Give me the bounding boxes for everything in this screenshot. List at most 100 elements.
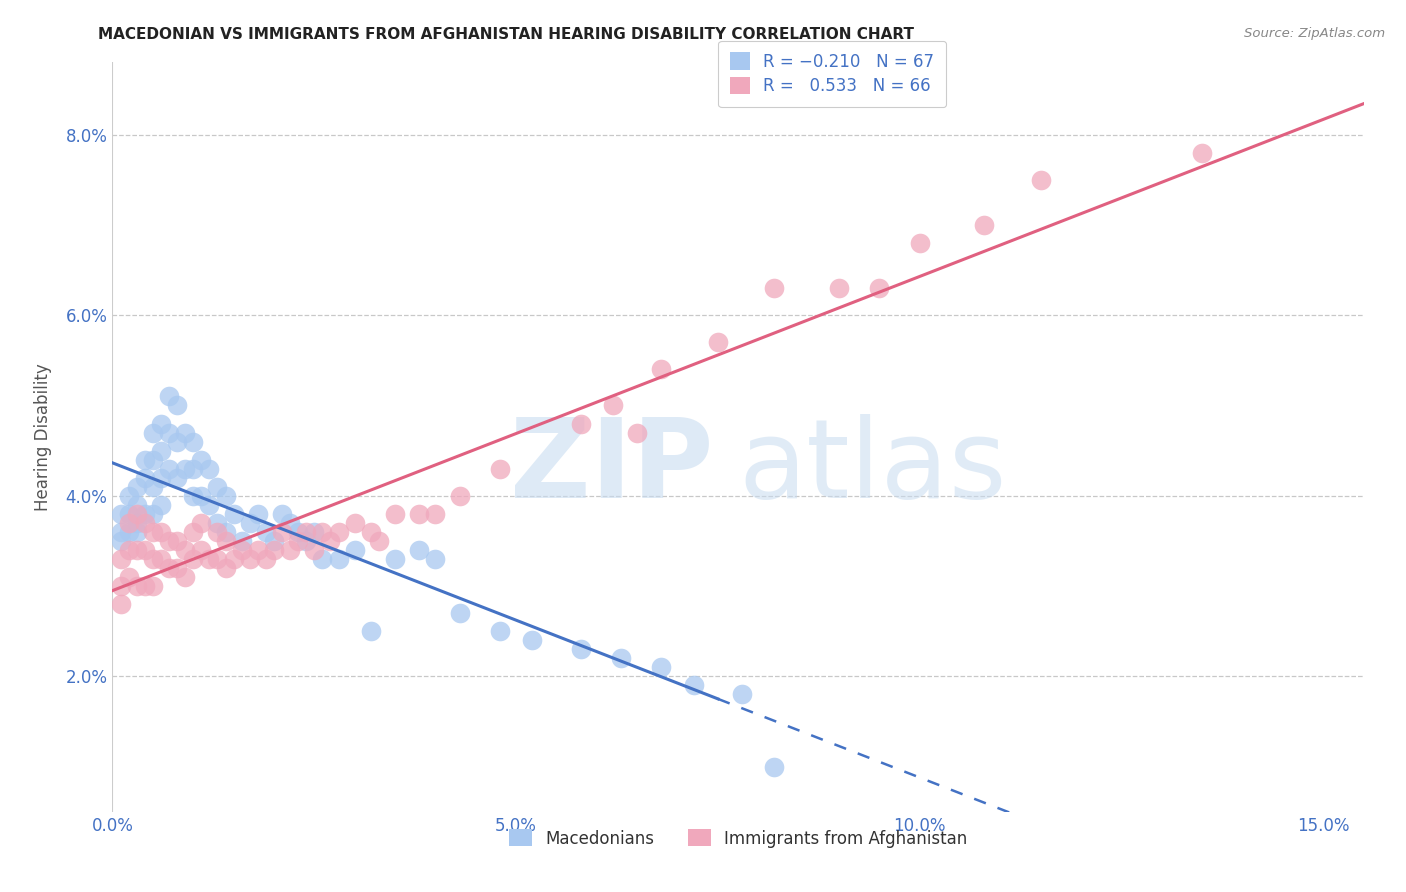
Point <box>271 507 294 521</box>
Point <box>367 533 389 548</box>
Point <box>142 425 165 440</box>
Point <box>311 552 333 566</box>
Point <box>408 543 430 558</box>
Point <box>287 524 309 539</box>
Point <box>408 507 430 521</box>
Point <box>214 533 236 548</box>
Point <box>222 507 245 521</box>
Point <box>110 597 132 611</box>
Point <box>134 452 156 467</box>
Point <box>278 543 301 558</box>
Y-axis label: Hearing Disability: Hearing Disability <box>34 363 52 511</box>
Point <box>181 552 204 566</box>
Point <box>142 579 165 593</box>
Point <box>263 543 285 558</box>
Point <box>157 533 180 548</box>
Point <box>110 579 132 593</box>
Point <box>328 552 350 566</box>
Point <box>166 533 188 548</box>
Point <box>142 480 165 494</box>
Point <box>569 417 592 431</box>
Point <box>295 524 318 539</box>
Point <box>190 489 212 503</box>
Point <box>295 533 318 548</box>
Point <box>149 443 172 458</box>
Point <box>149 524 172 539</box>
Point <box>343 543 366 558</box>
Point <box>181 461 204 475</box>
Point <box>569 642 592 657</box>
Point <box>149 417 172 431</box>
Point <box>1191 145 1213 160</box>
Point <box>134 471 156 485</box>
Point <box>134 516 156 530</box>
Point <box>181 434 204 449</box>
Point <box>311 524 333 539</box>
Point <box>207 552 229 566</box>
Point <box>222 552 245 566</box>
Point <box>174 543 197 558</box>
Point <box>110 552 132 566</box>
Point <box>650 362 672 376</box>
Point <box>319 533 342 548</box>
Point <box>271 524 294 539</box>
Point <box>117 489 139 503</box>
Point <box>117 524 139 539</box>
Point <box>142 507 165 521</box>
Point <box>360 524 382 539</box>
Point <box>190 516 212 530</box>
Point <box>190 452 212 467</box>
Point <box>425 552 447 566</box>
Point <box>610 651 633 665</box>
Point <box>134 543 156 558</box>
Point <box>231 533 253 548</box>
Point <box>425 507 447 521</box>
Text: MACEDONIAN VS IMMIGRANTS FROM AFGHANISTAN HEARING DISABILITY CORRELATION CHART: MACEDONIAN VS IMMIGRANTS FROM AFGHANISTA… <box>98 27 914 42</box>
Point <box>973 218 995 232</box>
Point <box>166 471 188 485</box>
Point <box>110 507 132 521</box>
Point <box>142 552 165 566</box>
Point <box>214 561 236 575</box>
Point <box>110 533 132 548</box>
Point <box>343 516 366 530</box>
Point <box>239 552 262 566</box>
Point <box>125 507 148 521</box>
Point <box>198 552 221 566</box>
Point <box>149 498 172 512</box>
Point <box>522 633 544 648</box>
Point <box>868 281 890 295</box>
Point <box>174 570 197 584</box>
Point <box>1029 173 1052 187</box>
Point <box>174 425 197 440</box>
Point <box>157 461 180 475</box>
Point <box>157 425 180 440</box>
Point <box>125 524 148 539</box>
Point <box>731 687 754 701</box>
Point <box>181 524 204 539</box>
Point <box>278 516 301 530</box>
Point <box>384 507 406 521</box>
Point <box>181 489 204 503</box>
Point <box>489 624 512 639</box>
Point <box>287 533 309 548</box>
Point <box>254 552 277 566</box>
Point <box>157 561 180 575</box>
Text: Source: ZipAtlas.com: Source: ZipAtlas.com <box>1244 27 1385 40</box>
Point <box>198 461 221 475</box>
Point <box>157 389 180 403</box>
Point <box>626 425 648 440</box>
Point <box>166 399 188 413</box>
Point <box>117 507 139 521</box>
Point <box>602 399 624 413</box>
Point <box>214 524 236 539</box>
Point <box>650 660 672 674</box>
Point <box>239 516 262 530</box>
Legend: Macedonians, Immigrants from Afghanistan: Macedonians, Immigrants from Afghanistan <box>501 821 976 855</box>
Point <box>117 516 139 530</box>
Point <box>207 524 229 539</box>
Point <box>304 524 326 539</box>
Point <box>134 507 156 521</box>
Point <box>908 235 931 250</box>
Point <box>110 524 132 539</box>
